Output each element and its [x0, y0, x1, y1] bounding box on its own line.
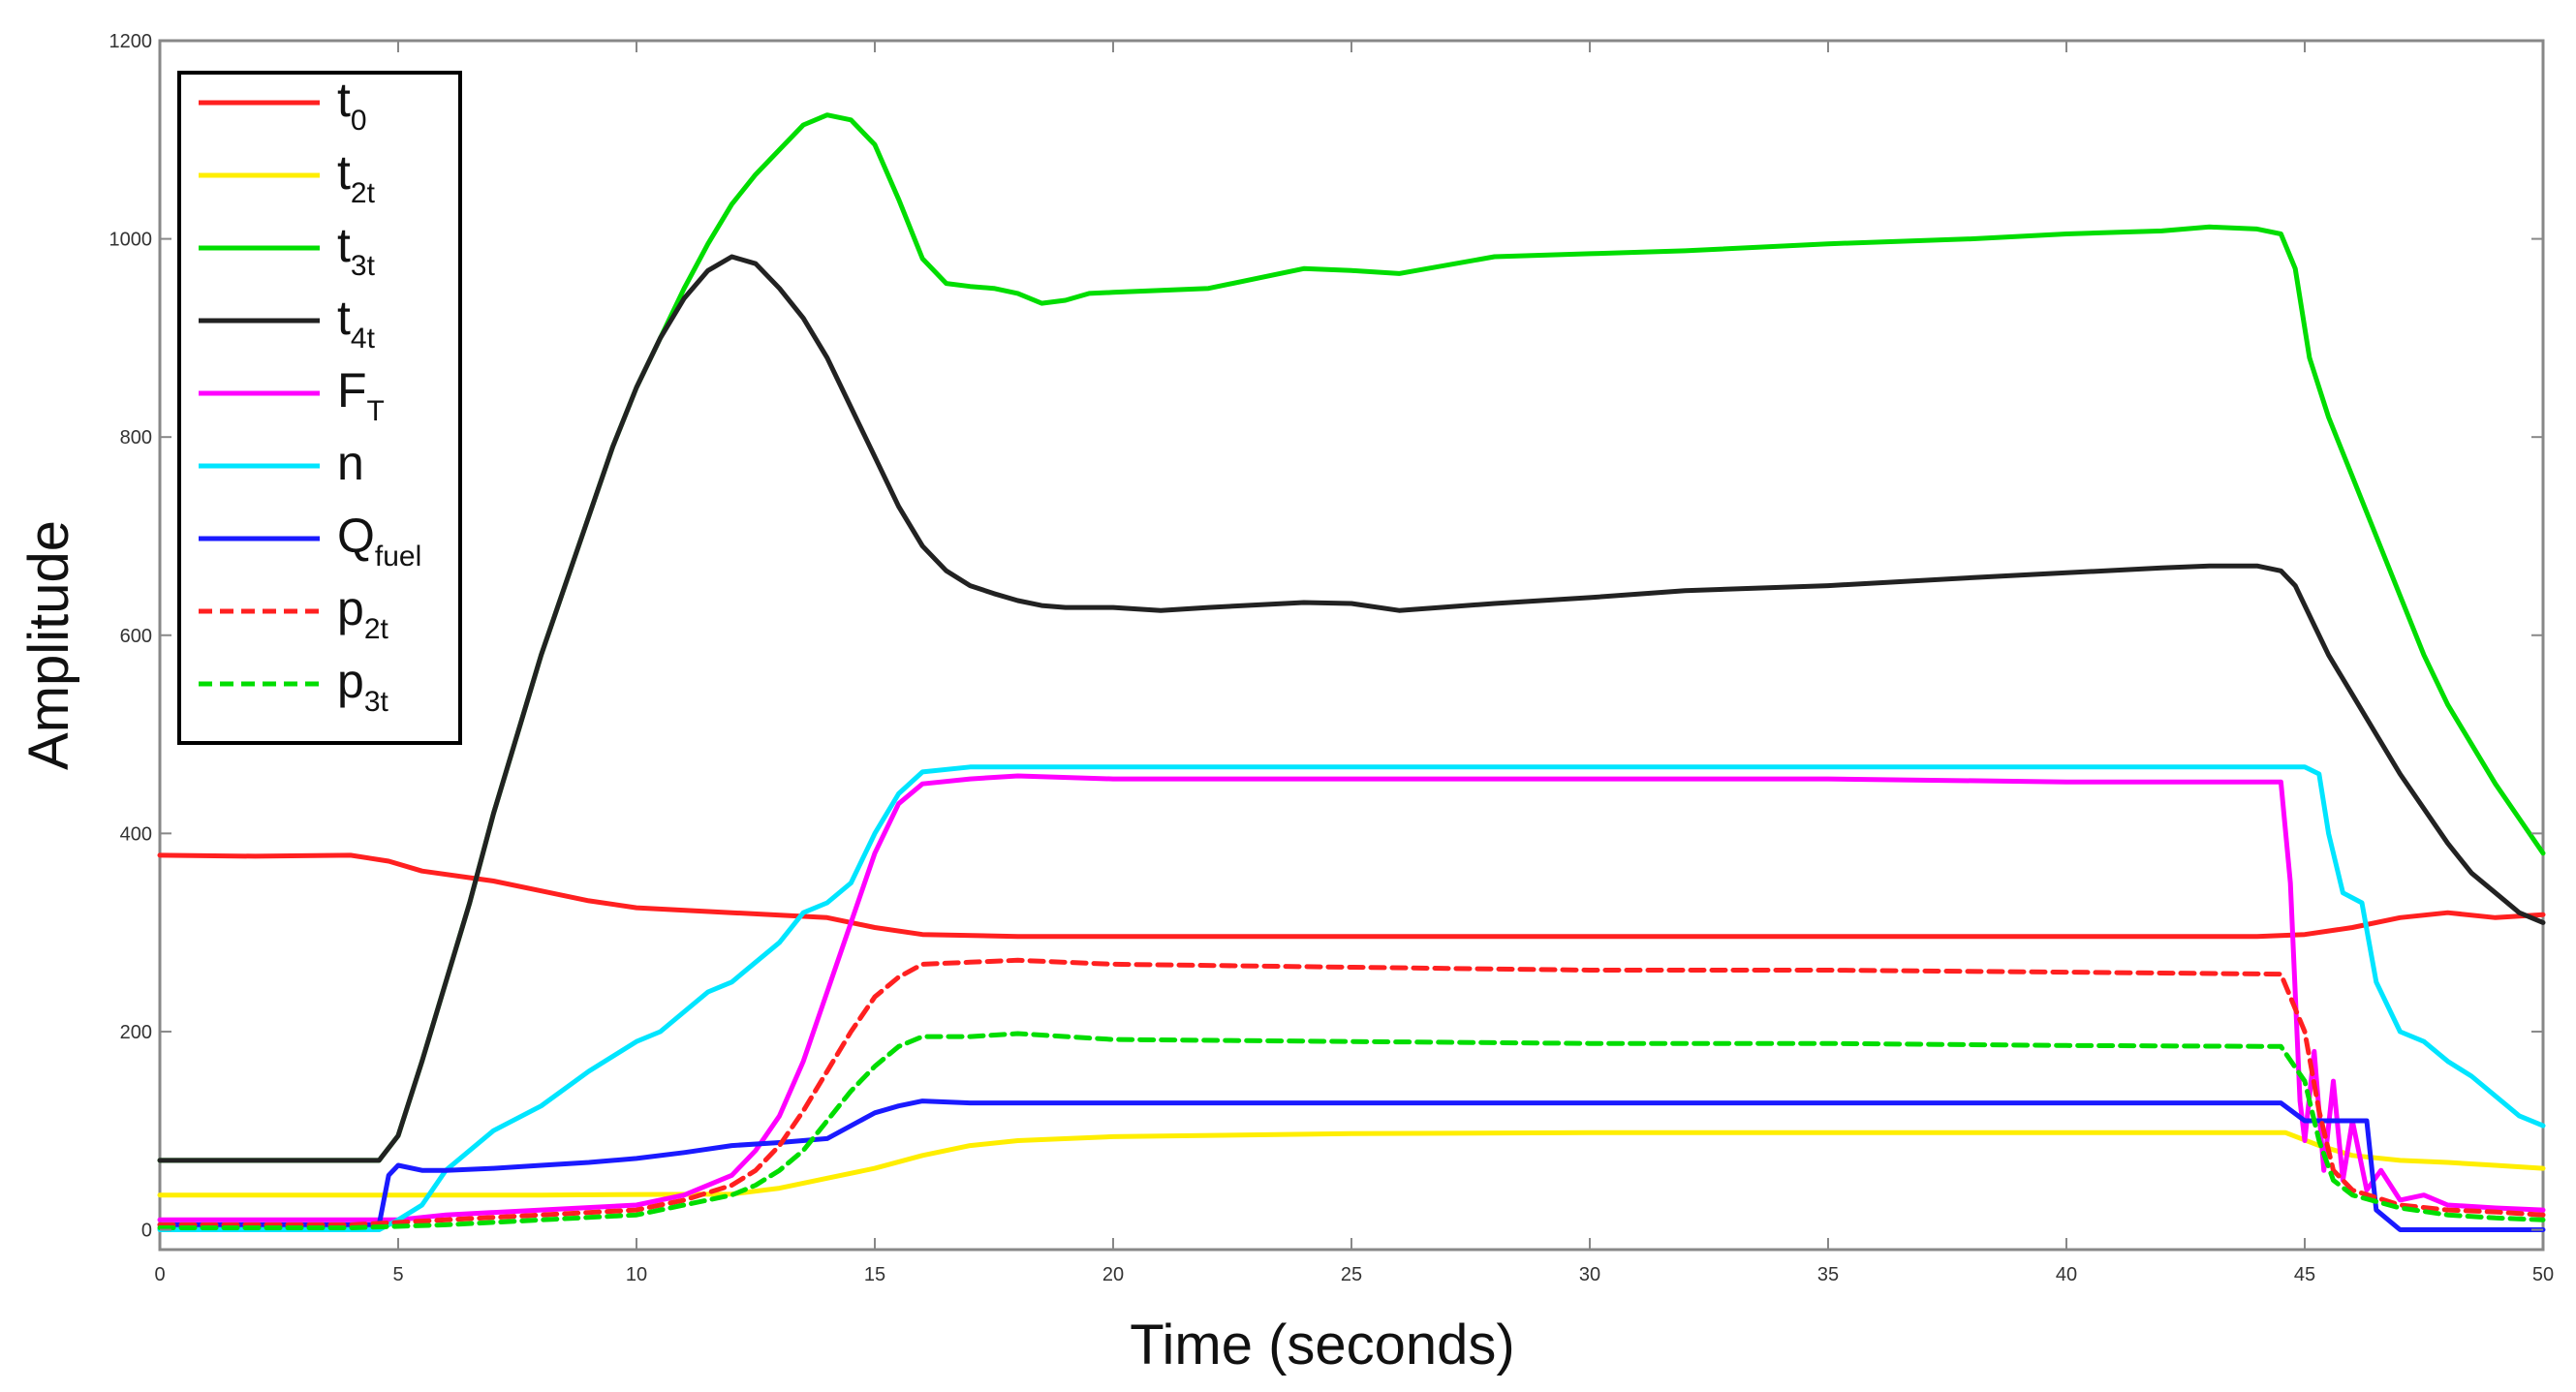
- legend-label-main: Q: [337, 509, 375, 563]
- series-line-FT: [157, 773, 2546, 1222]
- legend-label-subscript: 4t: [351, 323, 376, 355]
- series-line-p2t: [157, 957, 2546, 1227]
- x-tick-label: 30: [1579, 1264, 1600, 1285]
- legend-label-main: t: [337, 218, 351, 272]
- x-axis-label: Time (seconds): [1130, 1314, 1515, 1377]
- x-tick-label: 25: [1341, 1264, 1362, 1285]
- series-layer: [157, 112, 2546, 1232]
- x-tick-label: 20: [1102, 1264, 1124, 1285]
- legend-label-subscript: 3t: [364, 686, 389, 718]
- legend-label-subscript: 3t: [351, 250, 376, 282]
- y-tick-label: 400: [120, 823, 152, 845]
- legend-label-t0: t0: [337, 73, 367, 137]
- x-tick-label: 5: [392, 1264, 403, 1285]
- legend-label-main: t: [337, 291, 351, 345]
- legend-label-main: n: [337, 436, 364, 490]
- legend-label-subscript: 2t: [351, 177, 376, 209]
- y-tick-label: 1200: [109, 31, 153, 52]
- x-tick-label: 45: [2294, 1264, 2315, 1285]
- legend-label-t3t: t3t: [337, 218, 376, 282]
- x-tick-label: 15: [864, 1264, 885, 1285]
- x-tick-label: 0: [154, 1264, 165, 1285]
- legend-label-p3t: p3t: [337, 654, 388, 718]
- x-tick-label: 10: [626, 1264, 647, 1285]
- y-tick-label: 1000: [109, 230, 153, 251]
- legend-label-subscript: T: [367, 395, 385, 427]
- legend-label-main: p: [337, 581, 364, 635]
- x-axis-ticks: 0 5 10 15 20 25 30 35 40 45 50: [154, 41, 2554, 1285]
- plot-area: [158, 39, 2545, 1252]
- y-axis-ticks: 0 200 400 600 800 1000 1200: [109, 31, 2543, 1242]
- series-line-p3t: [157, 1031, 2546, 1230]
- legend-label-subscript: 0: [351, 105, 367, 137]
- series-line-t4t: [157, 254, 2546, 1163]
- legend-label-t2t: t2t: [337, 145, 376, 209]
- legend-label-main: t: [337, 145, 351, 200]
- y-tick-label: 0: [141, 1221, 152, 1242]
- y-tick-label: 800: [120, 427, 152, 449]
- legend-label-t4t: t4t: [337, 291, 376, 355]
- x-tick-label: 40: [2056, 1264, 2077, 1285]
- legend-label-main: p: [337, 654, 364, 708]
- series-line-t2t: [157, 1129, 2546, 1198]
- legend-label-n: n: [337, 436, 364, 490]
- legend-label-subscript: fuel: [375, 541, 421, 572]
- legend-label-FT: FT: [337, 363, 385, 427]
- legend-label-main: t: [337, 73, 351, 127]
- x-tick-label: 35: [1817, 1264, 1839, 1285]
- series-line-n: [157, 764, 2546, 1232]
- legend-box: [177, 71, 462, 745]
- legend-label-main: F: [337, 363, 367, 418]
- y-tick-label: 600: [120, 626, 152, 647]
- series-line-Qfuel: [157, 1098, 2546, 1232]
- legend-label-p2t: p2t: [337, 581, 388, 645]
- x-tick-label: 50: [2532, 1264, 2554, 1285]
- series-line-t0: [157, 852, 2546, 940]
- legend-label-subscript: 2t: [364, 613, 389, 645]
- y-tick-label: 200: [120, 1022, 152, 1043]
- legend-label-Qfuel: Qfuel: [337, 509, 421, 572]
- y-axis-label: Amplitude: [17, 520, 80, 770]
